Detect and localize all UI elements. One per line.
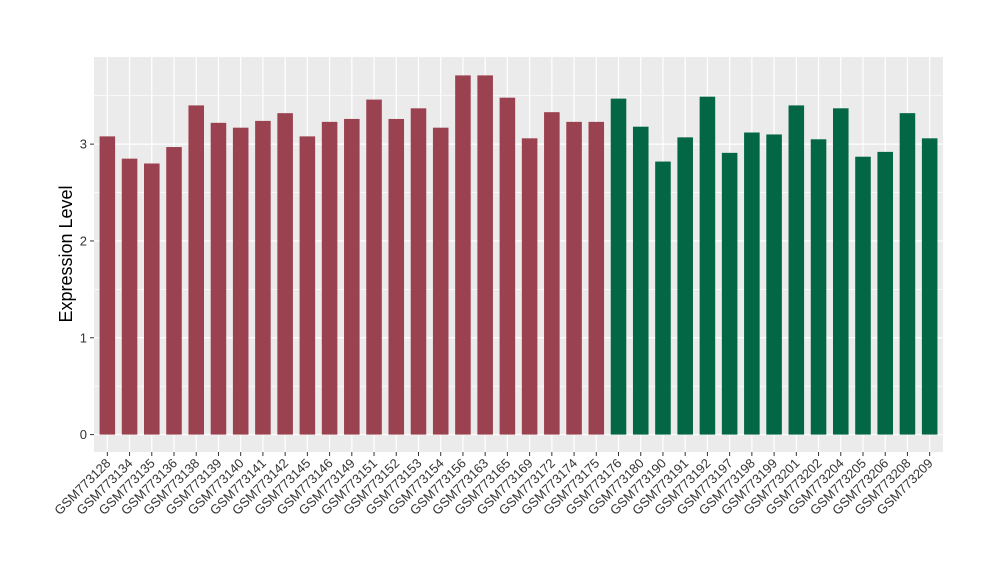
bar-GSM773205 (855, 156, 871, 435)
bar-GSM773134 (121, 158, 138, 435)
bar-GSM773146 (321, 121, 338, 435)
bar-GSM773204 (832, 108, 849, 435)
y-tick-label: 0 (80, 427, 87, 442)
bar-GSM773165 (499, 97, 516, 435)
bar-GSM773139 (210, 122, 227, 435)
bar-GSM773180 (632, 126, 649, 435)
bar-GSM773198 (744, 132, 760, 435)
y-axis-title: Expression Level (56, 185, 76, 322)
bar-GSM773151 (366, 99, 382, 435)
bar-GSM773199 (766, 134, 782, 435)
bar-GSM773154 (432, 127, 449, 435)
y-tick-label: 3 (80, 137, 87, 152)
bar-GSM773202 (810, 139, 827, 435)
bar-GSM773172 (544, 112, 560, 435)
bar-GSM773201 (788, 105, 805, 435)
bar-GSM773136 (166, 147, 182, 435)
bar-GSM773206 (877, 151, 893, 435)
bar-GSM773145 (299, 136, 316, 435)
bar-GSM773141 (255, 120, 271, 435)
bar-GSM773140 (232, 127, 249, 435)
bar-GSM773176 (610, 98, 627, 435)
bar-GSM773149 (344, 118, 360, 435)
bar-GSM773128 (99, 136, 116, 435)
bar-GSM773138 (188, 105, 205, 435)
bar-GSM773190 (655, 161, 671, 435)
bar-GSM773152 (388, 118, 405, 435)
bar-GSM773153 (410, 108, 427, 435)
bar-GSM773175 (588, 121, 605, 435)
bar-GSM773191 (677, 137, 693, 435)
y-tick-label: 2 (80, 233, 87, 248)
bar-GSM773163 (477, 75, 493, 435)
y-tick-label: 1 (80, 330, 87, 345)
x-axis: GSM773128GSM773134GSM773135GSM773136GSM7… (51, 452, 936, 518)
bar-GSM773135 (144, 163, 160, 435)
bar-GSM773142 (277, 113, 293, 435)
bar-GSM773197 (721, 152, 738, 435)
bars (99, 75, 938, 435)
bar-GSM773174 (566, 121, 582, 435)
bar-GSM773209 (921, 138, 938, 435)
y-axis: 0 1 2 3 (80, 137, 94, 442)
bar-GSM773208 (899, 113, 916, 435)
bar-GSM773169 (521, 138, 538, 435)
bar-GSM773156 (455, 75, 471, 435)
bar-GSM773192 (699, 96, 716, 435)
